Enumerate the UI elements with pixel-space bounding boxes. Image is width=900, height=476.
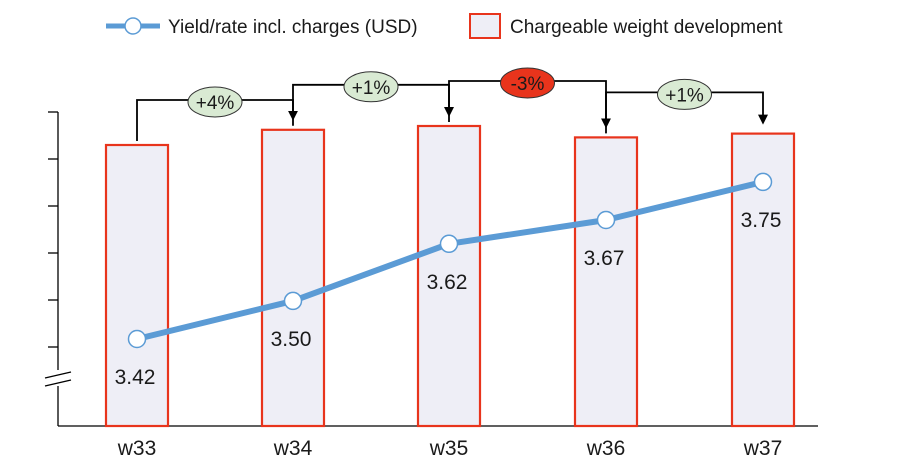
bar-w34 [260,128,326,428]
yield-data-label: 3.50 [271,328,312,351]
yield-point-w36 [596,210,616,230]
x-tick-labels: w33 w34 w35 w36 w37 [117,437,783,460]
legend-bar-swatch [469,13,501,39]
change-label: +4% [196,93,235,114]
change-badge [343,71,399,103]
legend-line-label: Yield/rate incl. charges (USD) [168,17,418,38]
x-tick-label-w36: w36 [586,437,626,460]
change-label: +1% [665,85,704,106]
bar-w36 [573,136,639,428]
change-label: -3% [511,74,545,95]
axis-break-mark [44,379,72,387]
y-axis [44,111,72,426]
axis-break-mark [44,371,72,379]
yield-data-label: 3.67 [584,247,625,270]
yield-point-w33 [127,329,147,349]
line-series: 3.42 3.50 3.62 3.67 3.75 [115,172,782,389]
yield-point-w34 [283,291,303,311]
x-tick-label-w33: w33 [117,437,157,460]
legend: Yield/rate incl. charges (USD) Chargeabl… [106,13,783,39]
bars [104,124,796,428]
change-badge [500,67,555,99]
x-tick-label-w35: w35 [429,437,469,460]
change-badge [657,78,712,110]
yield-data-label: 3.42 [115,366,156,389]
yield-point-w35 [439,234,459,254]
bar-w33 [104,143,170,428]
x-tick-label-w34: w34 [273,437,313,460]
x-tick-label-w37: w37 [743,437,783,460]
change-label: +1% [352,78,391,99]
legend-line-marker [124,17,142,35]
bar-w35 [416,124,482,428]
change-badge [187,86,243,118]
yield-data-label: 3.75 [741,209,782,232]
legend-bar-label: Chargeable weight development [510,17,783,38]
yield-point-w37 [753,172,773,192]
yield-data-label: 3.62 [427,271,468,294]
change-annotations: +4% +1% -3% +1% [136,67,768,141]
